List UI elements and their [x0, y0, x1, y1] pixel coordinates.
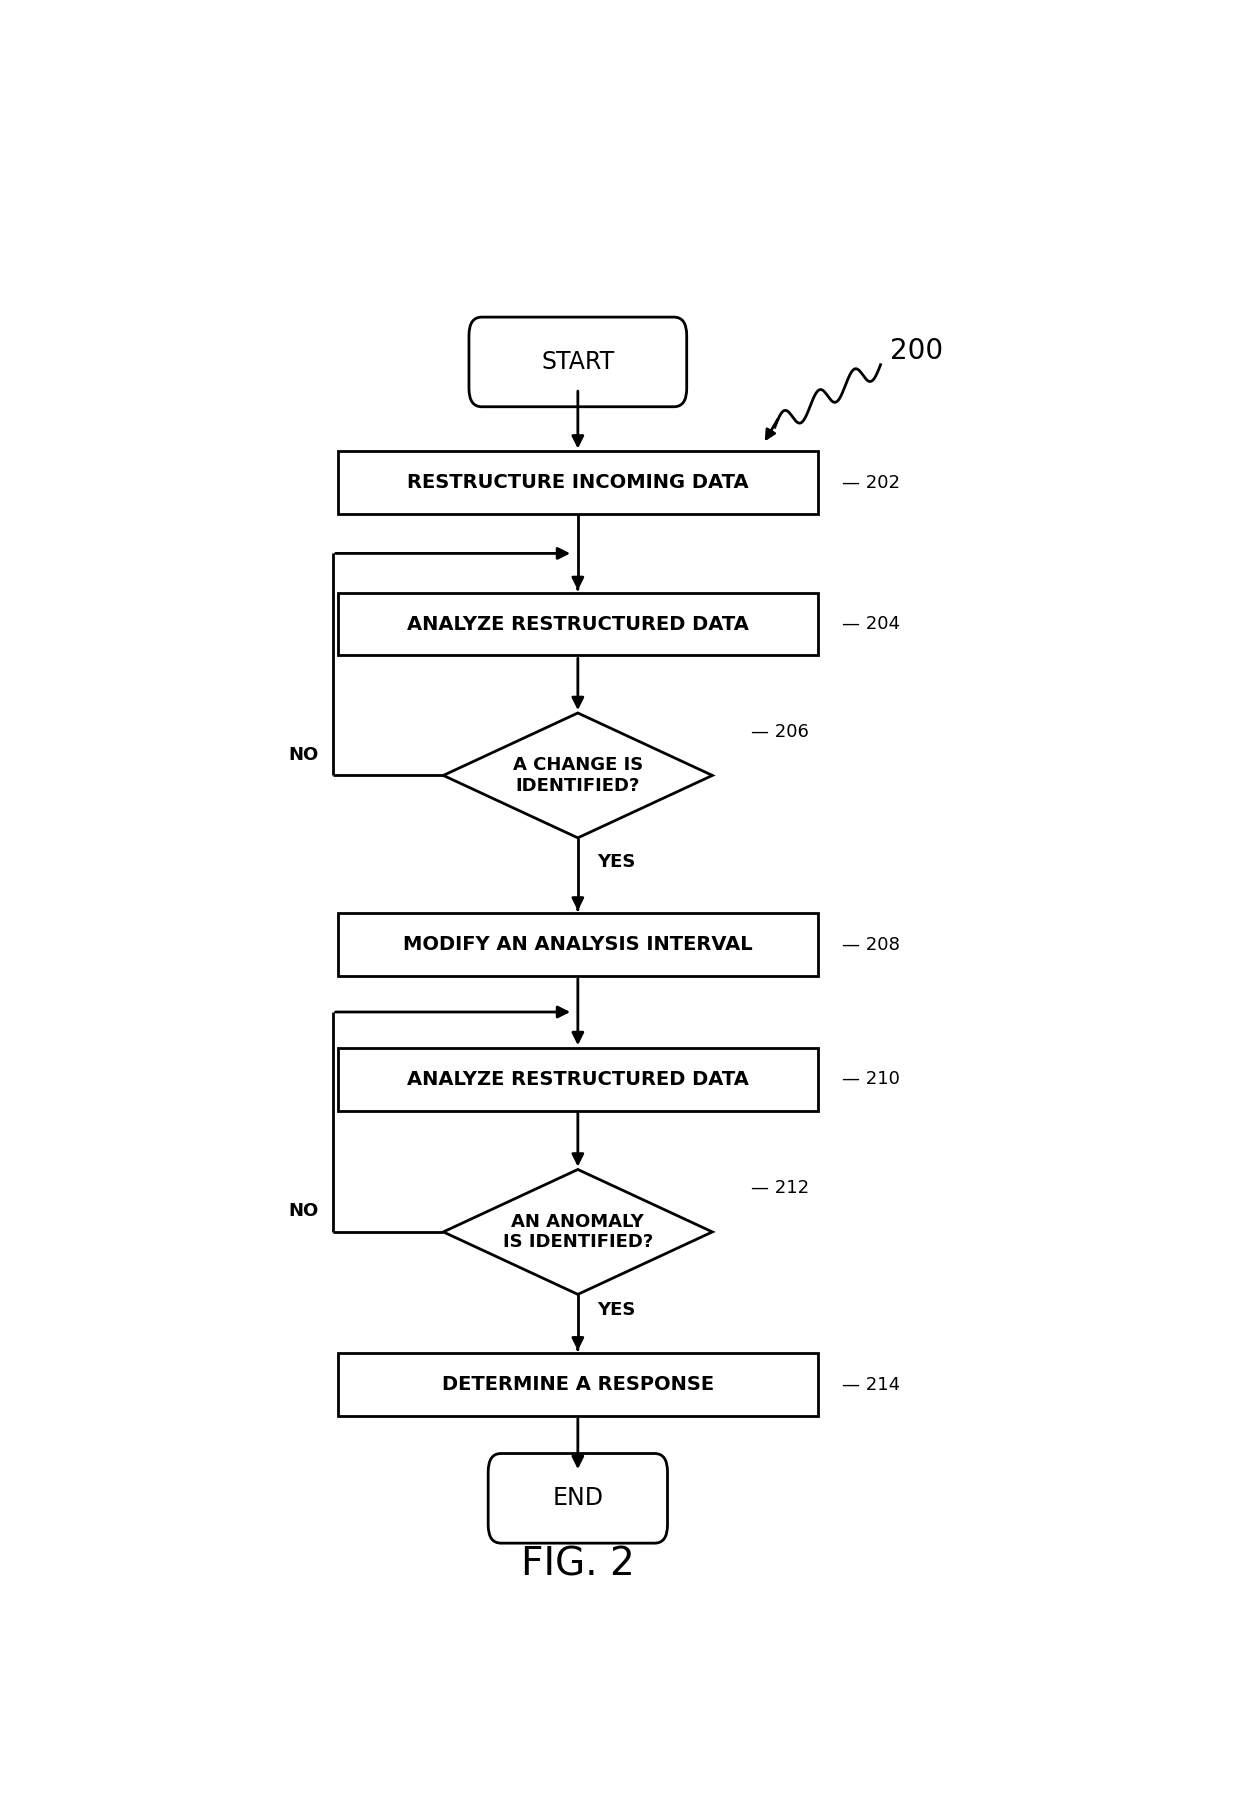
- Text: DETERMINE A RESPONSE: DETERMINE A RESPONSE: [441, 1375, 714, 1395]
- Text: — 208: — 208: [842, 935, 900, 953]
- Text: — 204: — 204: [842, 614, 900, 633]
- Bar: [337, 1049, 818, 1110]
- Text: FIG. 2: FIG. 2: [521, 1546, 635, 1584]
- Text: ANALYZE RESTRUCTURED DATA: ANALYZE RESTRUCTURED DATA: [407, 1070, 749, 1088]
- FancyBboxPatch shape: [489, 1454, 667, 1543]
- Bar: [337, 452, 818, 514]
- Text: A CHANGE IS
IDENTIFIED?: A CHANGE IS IDENTIFIED?: [512, 757, 644, 795]
- Text: START: START: [541, 350, 615, 375]
- Text: — 206: — 206: [751, 723, 808, 741]
- Text: END: END: [552, 1487, 604, 1510]
- Bar: [337, 1353, 818, 1416]
- FancyBboxPatch shape: [469, 317, 687, 407]
- Text: YES: YES: [596, 852, 635, 870]
- Text: MODIFY AN ANALYSIS INTERVAL: MODIFY AN ANALYSIS INTERVAL: [403, 935, 753, 955]
- Text: AN ANOMALY
IS IDENTIFIED?: AN ANOMALY IS IDENTIFIED?: [502, 1213, 653, 1251]
- Text: NO: NO: [288, 746, 319, 764]
- Polygon shape: [444, 714, 713, 838]
- Text: 200: 200: [890, 337, 944, 364]
- Bar: [337, 593, 818, 656]
- Text: — 214: — 214: [842, 1375, 900, 1393]
- Bar: [337, 914, 818, 977]
- Text: YES: YES: [596, 1301, 635, 1319]
- Text: — 210: — 210: [842, 1070, 900, 1088]
- Text: — 212: — 212: [751, 1179, 808, 1197]
- Text: ANALYZE RESTRUCTURED DATA: ANALYZE RESTRUCTURED DATA: [407, 614, 749, 634]
- Text: RESTRUCTURE INCOMING DATA: RESTRUCTURE INCOMING DATA: [407, 474, 749, 492]
- Polygon shape: [444, 1169, 713, 1294]
- Text: NO: NO: [288, 1202, 319, 1220]
- Text: — 202: — 202: [842, 474, 900, 492]
